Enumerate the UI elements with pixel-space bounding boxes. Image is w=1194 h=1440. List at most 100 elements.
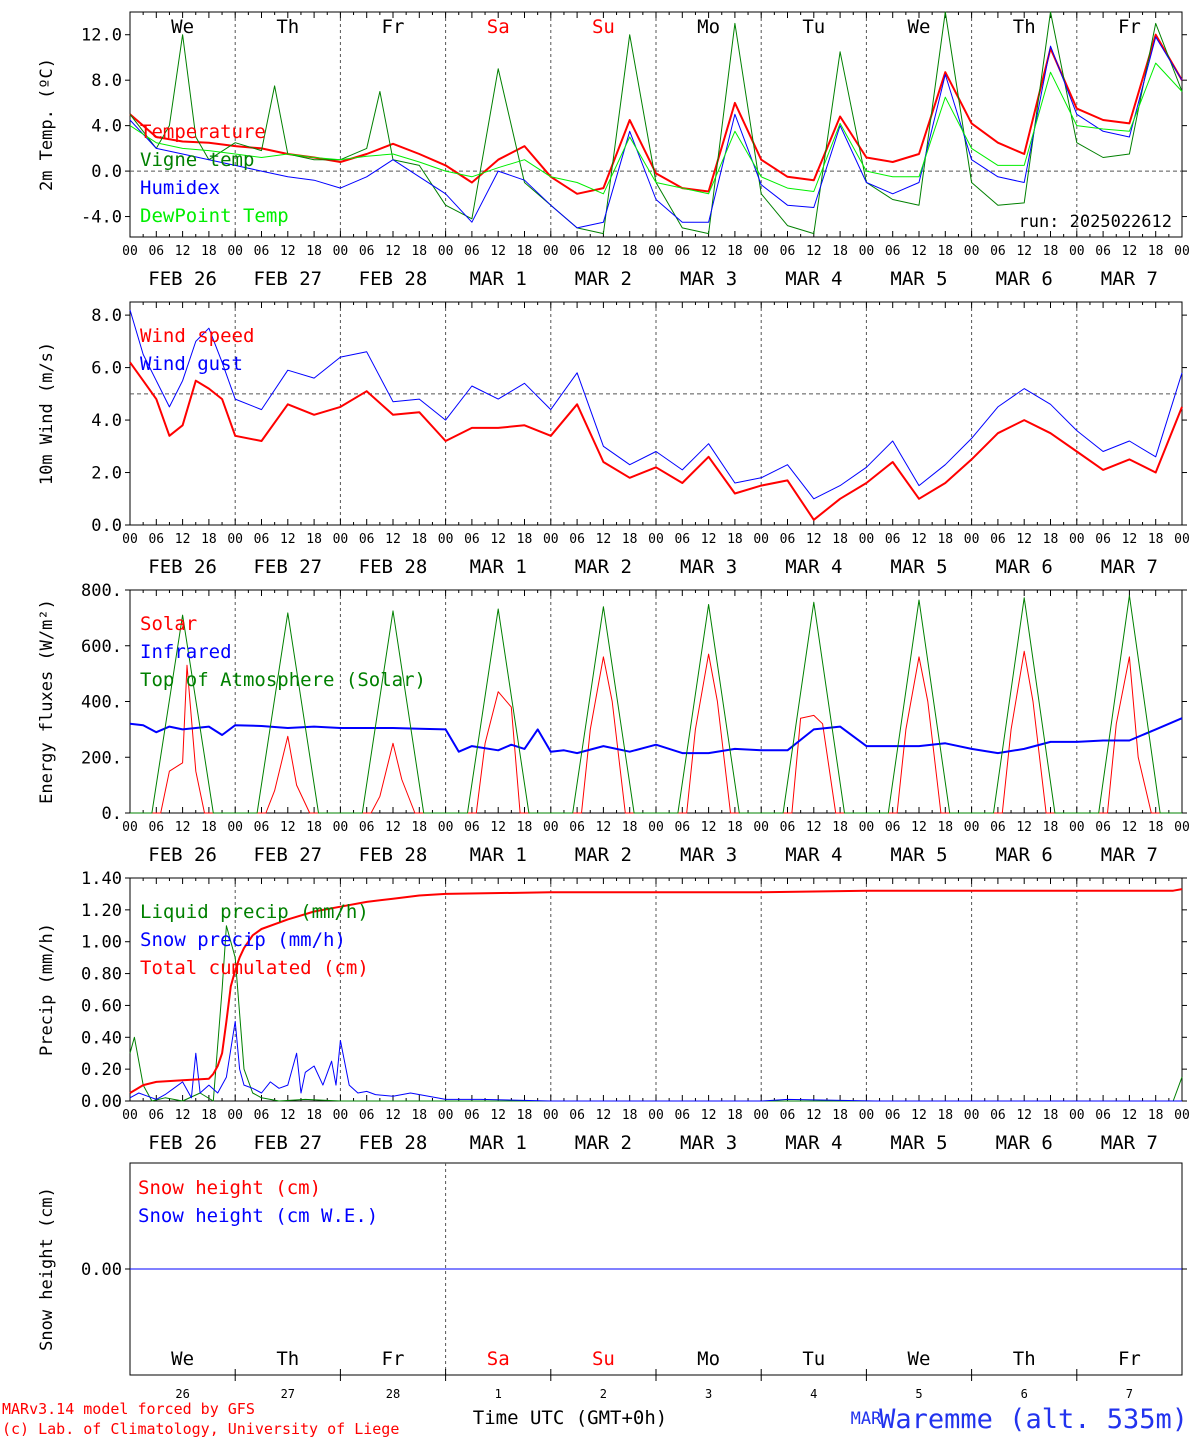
hour-label: 06 [674,1108,690,1123]
legend-entry: Liquid precip (mm/h) [140,901,369,923]
hour-label: 12 [911,820,927,835]
hour-label: 06 [464,820,480,835]
date-label: FEB 28 [359,844,428,866]
hour-label: 12 [280,244,296,259]
hour-label: 12 [1016,820,1032,835]
hour-label: 00 [543,532,559,547]
hour-label: 18 [201,244,217,259]
panel-3: 800. 600. 400. 200. 0. Energy fluxes (W/m²) So… [37,581,1190,866]
hour-label: 12 [280,820,296,835]
hour-label: 18 [727,244,743,259]
day-number-label: 26 [175,1387,189,1401]
weekday-label-bottom: Fr [382,1348,405,1370]
hour-label: 00 [964,1108,980,1123]
series-line-vigne-temp [129,11,1183,235]
date-label: MAR 3 [680,1132,737,1154]
legend-entry: Snow height (cm W.E.) [138,1205,378,1227]
hour-label: 18 [832,820,848,835]
hour-label: 06 [464,244,480,259]
hour-label: 00 [1069,820,1085,835]
date-label: FEB 27 [253,556,322,578]
hour-label: 00 [543,244,559,259]
date-label: FEB 26 [148,268,217,290]
x-axis-label: Time UTC (GMT+0h) [473,1407,667,1429]
date-label: FEB 27 [253,1132,322,1154]
hour-label: 18 [1043,244,1059,259]
hour-label: 06 [780,820,796,835]
y-axis-label: 2m Temp. (ºC) [37,58,57,191]
date-label: MAR 2 [575,844,632,866]
series-line-top-of-atmosphere-solar- [130,595,1182,814]
date-label: MAR 5 [890,268,947,290]
hour-label: 18 [306,532,322,547]
hour-label: 00 [438,244,454,259]
hour-label: 12 [385,532,401,547]
hour-label: 00 [753,244,769,259]
hour-label: 06 [1095,532,1111,547]
day-number-label: 2 [600,1387,607,1401]
date-label: MAR 1 [470,556,527,578]
day-number-label: 27 [281,1387,295,1401]
hour-label: 06 [885,1108,901,1123]
hour-label: 12 [701,244,717,259]
date-label: MAR 5 [890,556,947,578]
hour-label: 00 [122,532,138,547]
date-label: MAR 2 [575,268,632,290]
day-number-label: 1 [495,1387,502,1401]
hour-label: 06 [254,1108,270,1123]
panel-frame [129,589,1183,814]
weekday-label-top: Th [276,16,299,38]
legend-entry: Top of Atmosphere (Solar) [140,669,426,691]
date-label: MAR 6 [996,268,1053,290]
hour-label: 12 [806,532,822,547]
hour-label: 06 [254,532,270,547]
date-label: MAR 6 [996,844,1053,866]
hour-label: 06 [254,244,270,259]
hour-label: 06 [885,820,901,835]
hour-label: 06 [148,1108,164,1123]
date-label: MAR 2 [575,556,632,578]
hour-label: 00 [438,532,454,547]
weekday-label-top: Su [592,16,615,38]
weekday-label-bottom: Th [1013,1348,1036,1370]
date-label: MAR 7 [1101,268,1158,290]
hour-label: 06 [1095,244,1111,259]
day-number-label: 6 [1021,1387,1028,1401]
panel-frame [129,301,1183,526]
hour-label: 00 [648,532,664,547]
hour-label: 00 [964,820,980,835]
hour-label: 00 [227,244,243,259]
hour-label: 06 [148,244,164,259]
hour-label: 00 [1069,244,1085,259]
hour-label: 06 [674,820,690,835]
series-line-humidex [129,36,1183,229]
hour-label: 06 [254,820,270,835]
y-axis-label: Precip (mm/h) [37,923,57,1056]
hour-label: 00 [333,820,349,835]
lab-credit: (c) Lab. of Climatology, University of L… [2,1420,399,1438]
y-tick-label: 1.00 [81,933,122,953]
model-credit: MARv3.14 model forced by GFS [2,1400,255,1418]
hour-label: 12 [701,1108,717,1123]
hour-label: 18 [517,1108,533,1123]
hour-label: 00 [333,244,349,259]
hour-label: 12 [490,244,506,259]
hour-label: 12 [280,532,296,547]
hour-label: 18 [306,1108,322,1123]
y-tick-label: 600. [81,637,122,657]
hour-label: 18 [306,244,322,259]
weekday-label-bottom: We [908,1348,931,1370]
y-tick-label: 4.0 [91,117,122,137]
y-tick-label: 0. [102,804,122,824]
legend-entry: Total cumulated (cm) [140,957,369,979]
hour-label: 18 [832,532,848,547]
y-tick-label: 0.00 [81,1260,122,1280]
date-label: FEB 27 [253,268,322,290]
hour-label: 12 [1016,532,1032,547]
date-label: MAR 5 [890,844,947,866]
hour-label: 18 [411,1108,427,1123]
y-tick-label: 0.20 [81,1060,122,1080]
legend-entry: Humidex [140,177,220,199]
hour-label: 18 [1148,532,1164,547]
